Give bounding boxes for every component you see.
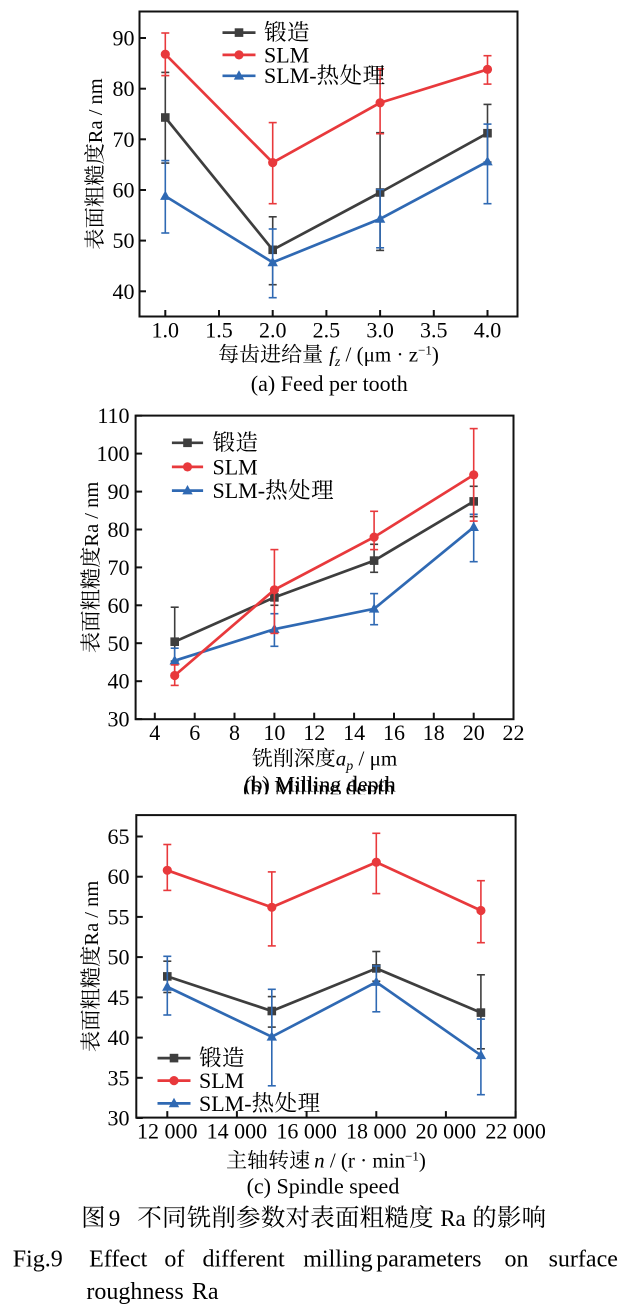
svg-text:1.0: 1.0: [152, 318, 180, 343]
svg-text:SLM-: SLM-: [213, 478, 266, 503]
svg-text:18: 18: [423, 720, 445, 745]
svg-text:80: 80: [108, 517, 130, 542]
svg-text:110: 110: [97, 403, 129, 428]
svg-text:35: 35: [108, 1065, 130, 1090]
svg-text:16 000: 16 000: [276, 1119, 337, 1144]
svg-text:): ): [432, 343, 439, 367]
svg-text:16: 16: [383, 720, 405, 745]
svg-text:/ (r · min: / (r · min: [325, 1149, 406, 1173]
svg-text:z: z: [334, 355, 341, 370]
svg-text:70: 70: [113, 127, 135, 152]
svg-text:surface: surface: [549, 1247, 618, 1273]
svg-text:12: 12: [303, 720, 325, 745]
svg-text:40: 40: [108, 669, 130, 694]
svg-text:on: on: [505, 1247, 529, 1273]
svg-text:50: 50: [108, 945, 130, 970]
svg-text:p: p: [345, 759, 353, 774]
svg-text:60: 60: [108, 864, 130, 889]
svg-text:of: of: [164, 1247, 184, 1273]
svg-text:2.5: 2.5: [313, 318, 341, 343]
svg-text:roughness: roughness: [86, 1279, 183, 1305]
svg-text:12 000: 12 000: [137, 1119, 198, 1144]
svg-text:9: 9: [109, 1206, 121, 1231]
svg-text:(a) Feed per tooth: (a) Feed per tooth: [251, 371, 408, 396]
svg-text:100: 100: [97, 441, 130, 466]
svg-text:22 000: 22 000: [485, 1119, 546, 1144]
svg-text:n: n: [314, 1149, 325, 1173]
svg-text:3.5: 3.5: [420, 318, 448, 343]
svg-text:−1: −1: [405, 1148, 419, 1163]
svg-text:milling: milling: [303, 1247, 372, 1273]
svg-text:): ): [419, 1149, 426, 1173]
svg-text:(c) Spindle speed: (c) Spindle speed: [247, 1174, 400, 1199]
svg-text:60: 60: [108, 593, 130, 618]
svg-text:55: 55: [108, 904, 130, 929]
svg-text:30: 30: [108, 707, 130, 732]
svg-text:80: 80: [113, 76, 135, 101]
svg-text:f: f: [329, 343, 338, 367]
svg-text:parameters: parameters: [376, 1247, 481, 1273]
svg-text:a: a: [336, 747, 347, 771]
svg-text:70: 70: [108, 555, 130, 580]
svg-text:−1: −1: [418, 342, 432, 357]
svg-text:10: 10: [263, 720, 285, 745]
svg-text:/ μm: / μm: [353, 747, 397, 771]
svg-text:Ra: Ra: [440, 1206, 466, 1231]
svg-text:6: 6: [189, 720, 200, 745]
svg-text:65: 65: [108, 824, 130, 849]
svg-text:4.0: 4.0: [474, 318, 502, 343]
svg-text:30: 30: [108, 1106, 130, 1131]
svg-text:2.0: 2.0: [259, 318, 287, 343]
svg-text:SLM: SLM: [264, 42, 309, 67]
svg-text:20: 20: [463, 720, 485, 745]
svg-text:(b) Milling depth: (b) Milling depth: [244, 772, 396, 797]
svg-text:20 000: 20 000: [416, 1119, 477, 1144]
svg-text:(b) Milling depth: (b) Milling depth: [243, 776, 395, 801]
svg-text:different: different: [203, 1247, 286, 1273]
svg-text:4: 4: [149, 720, 160, 745]
svg-text:18 000: 18 000: [346, 1119, 407, 1144]
svg-text:50: 50: [113, 228, 135, 253]
svg-text:Ra / nm: Ra / nm: [81, 881, 103, 946]
svg-text:3.0: 3.0: [366, 318, 394, 343]
svg-text:SLM: SLM: [213, 454, 258, 479]
svg-text:Effect: Effect: [89, 1247, 148, 1273]
svg-text:40: 40: [108, 1025, 130, 1050]
svg-text:Ra / nm: Ra / nm: [85, 78, 107, 143]
svg-text:SLM: SLM: [199, 1068, 244, 1093]
svg-text:22: 22: [503, 720, 525, 745]
svg-text:1.5: 1.5: [205, 318, 233, 343]
svg-text:45: 45: [108, 985, 130, 1010]
svg-text:Fig.9: Fig.9: [13, 1247, 63, 1273]
svg-text:90: 90: [113, 26, 135, 51]
svg-text:SLM-: SLM-: [264, 63, 317, 88]
svg-text:90: 90: [108, 479, 130, 504]
svg-text:SLM-: SLM-: [199, 1091, 252, 1116]
svg-text:14: 14: [343, 720, 365, 745]
svg-text:40: 40: [113, 279, 135, 304]
svg-text:Ra / nm: Ra / nm: [81, 482, 103, 547]
svg-text:14 000: 14 000: [207, 1119, 268, 1144]
svg-text:60: 60: [113, 178, 135, 203]
svg-text:50: 50: [108, 631, 130, 656]
svg-text:Ra: Ra: [192, 1279, 219, 1305]
svg-text:/ (μm · z: / (μm · z: [340, 343, 418, 367]
svg-text:8: 8: [229, 720, 240, 745]
